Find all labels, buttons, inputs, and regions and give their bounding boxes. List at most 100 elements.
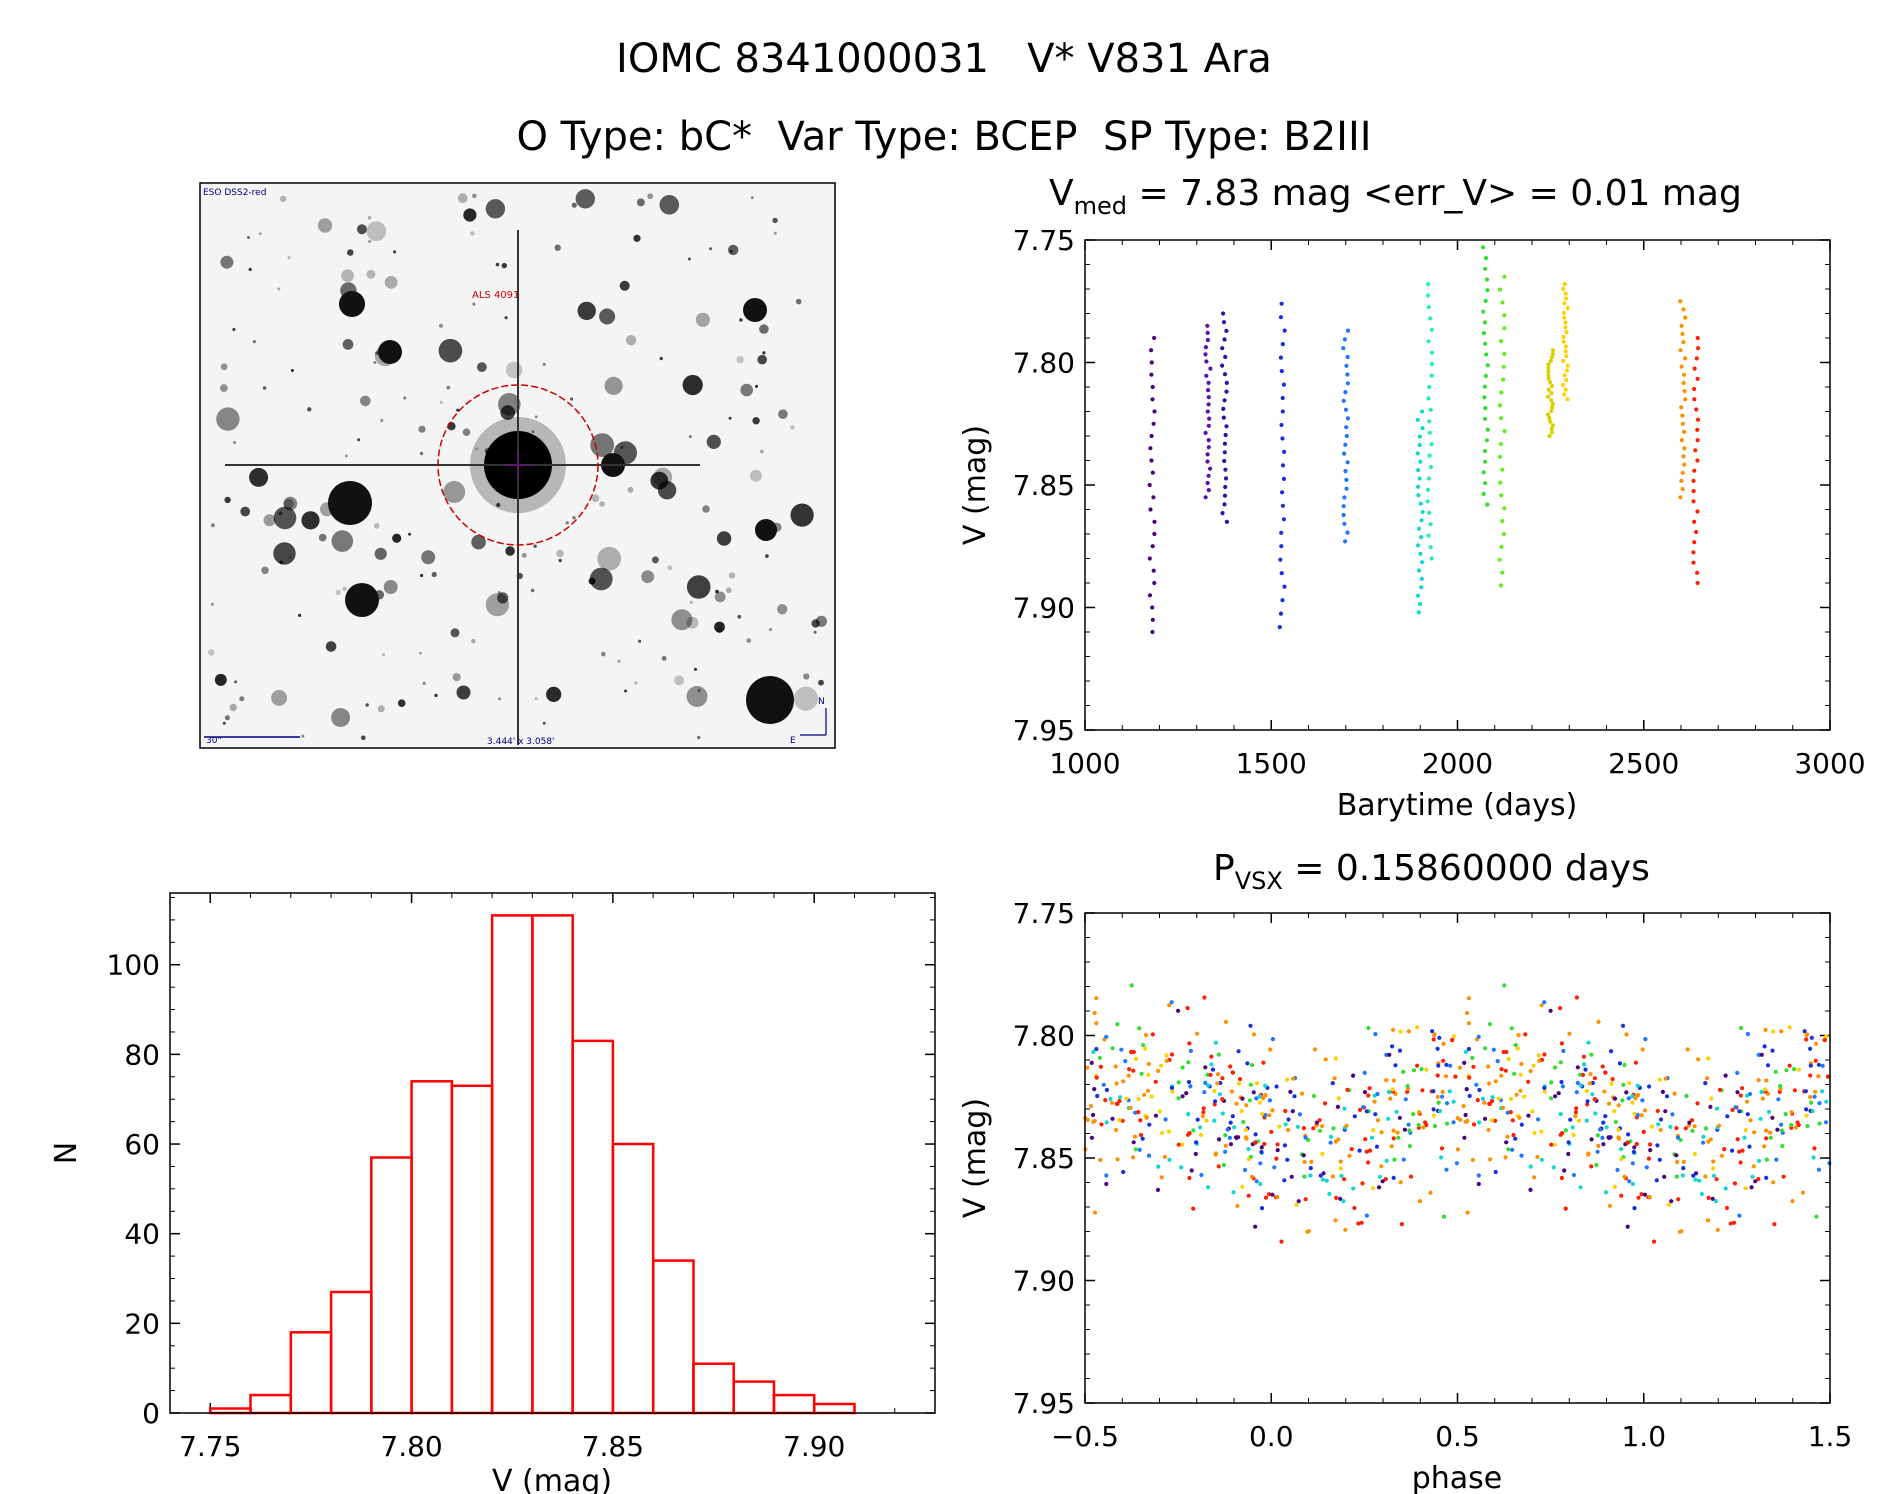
phase-curve-point [1620, 1023, 1626, 1028]
phase-curve-point [1558, 1006, 1563, 1011]
phase-curve-point [1212, 1118, 1217, 1123]
phase-curve-point [1366, 1160, 1371, 1165]
phase-curve-title-rest: = 0.15860000 days [1283, 848, 1650, 889]
phase-curve-point [1228, 1064, 1233, 1069]
phase-curve-point [1626, 1132, 1631, 1137]
phase-curve-point [1229, 1089, 1234, 1094]
phase-curve-point [1775, 1127, 1780, 1132]
phase-curve-point [1415, 1025, 1420, 1030]
phase-curve-point [1621, 1082, 1626, 1087]
sky-star [361, 735, 366, 741]
phase-curve-point [1487, 1022, 1492, 1027]
phase-curve-point [1542, 1052, 1547, 1057]
phase-curve-point [1367, 1148, 1373, 1153]
phase-curve-point [1180, 1142, 1185, 1147]
phase-curve-point [1270, 1037, 1275, 1042]
light-curve-point [1223, 484, 1228, 490]
light-curve-point [1415, 417, 1420, 422]
light-curve-point [1205, 337, 1210, 343]
sky-star [686, 616, 699, 629]
phase-curve-point [1463, 1112, 1468, 1118]
sky-star [746, 638, 752, 643]
phase-curve-point [1124, 1096, 1129, 1101]
phase-curve-point [1333, 1056, 1338, 1061]
phase-curve-point [1126, 1073, 1131, 1078]
phase-curve-point [1118, 1095, 1123, 1100]
phase-curve-point [1586, 1151, 1591, 1156]
phase-curve-point [1179, 1165, 1184, 1170]
phase-curve-frame [1084, 912, 1831, 1404]
light-curve-point [1502, 313, 1507, 318]
phase-curve-point [1206, 1185, 1211, 1190]
phase-curve-point [1808, 1094, 1813, 1100]
phase-curve-point [1532, 1130, 1537, 1136]
sky-star [688, 435, 692, 439]
phase-curve-point [1431, 1037, 1436, 1042]
phase-curve-point [1658, 1117, 1664, 1122]
phase-curve-point [1762, 1144, 1767, 1149]
sky-star [546, 686, 562, 703]
phase-curve-point [1374, 1144, 1380, 1149]
light-curve-point [1681, 380, 1686, 385]
phase-curve-point [1379, 1164, 1384, 1169]
phase-curve-point [1328, 1140, 1333, 1145]
phase-curve-point [1528, 1187, 1533, 1192]
light-curve-point [1498, 480, 1503, 485]
phase-curve-point [1670, 1112, 1675, 1117]
phase-curve-point [1137, 1026, 1142, 1031]
phase-curve-point [1401, 1157, 1406, 1162]
light-curve-point [1692, 540, 1697, 545]
phase-curve-point [1537, 1058, 1542, 1063]
light-curve-point [1563, 320, 1568, 325]
phase-curve-point [1776, 1097, 1781, 1102]
light-curve-frame [1084, 239, 1831, 731]
phase-curve-point [1279, 1239, 1284, 1244]
light-curve-point [1678, 348, 1683, 353]
phase-curve-point [1093, 1210, 1098, 1215]
light-curve-point [1483, 256, 1489, 261]
phase-curve-point [1291, 1076, 1296, 1081]
phase-curve-point [1251, 1090, 1256, 1095]
sky-star [749, 469, 762, 482]
phase-curve-point [1549, 1142, 1554, 1147]
light-curve-point [1550, 423, 1555, 428]
light-curve-point [1546, 366, 1551, 371]
phase-curve-point [1600, 1135, 1605, 1140]
light-curve-point [1500, 519, 1505, 524]
y-tick-label: 100 [107, 949, 160, 982]
phase-curve-point [1504, 1140, 1509, 1145]
phase-curve-point [1654, 1178, 1659, 1183]
phase-curve-point [1476, 1181, 1481, 1187]
phase-curve-point [1743, 1128, 1748, 1133]
phase-curve-point [1094, 1021, 1099, 1026]
phase-curve-point [1439, 1155, 1444, 1160]
phase-curve-point [1338, 1196, 1343, 1201]
phase-curve-point [1675, 1159, 1680, 1165]
phase-curve-point [1656, 1122, 1661, 1127]
phase-curve-point [1666, 1202, 1672, 1207]
light-curve-point [1483, 266, 1488, 271]
light-curve-point [1149, 433, 1154, 439]
phase-curve-point [1772, 1222, 1777, 1227]
phase-curve-point [1241, 1119, 1246, 1125]
x-tick-label: 1.5 [1808, 1420, 1853, 1453]
phase-curve-point [1596, 1143, 1601, 1148]
phase-curve-point [1435, 1046, 1440, 1051]
phase-curve-point [1393, 1063, 1398, 1068]
phase-curve-point [1419, 1067, 1424, 1072]
phase-curve-point [1104, 1034, 1109, 1039]
phase-curve-point [1185, 1006, 1190, 1011]
sky-star [384, 276, 398, 289]
light-curve-point [1206, 488, 1211, 493]
phase-curve-point [1228, 1120, 1233, 1125]
light-curve-point [1345, 416, 1350, 421]
light-curve-point [1415, 451, 1420, 456]
phase-curve-point [1663, 1076, 1668, 1081]
phase-curve-point [1167, 1157, 1172, 1162]
sky-star [247, 236, 250, 239]
phase-curve-point [1223, 1133, 1228, 1138]
phase-curve-point [1764, 1175, 1769, 1180]
light-curve-point [1428, 545, 1433, 550]
phase-curve-point [1341, 1199, 1346, 1204]
sky-star [368, 239, 372, 244]
